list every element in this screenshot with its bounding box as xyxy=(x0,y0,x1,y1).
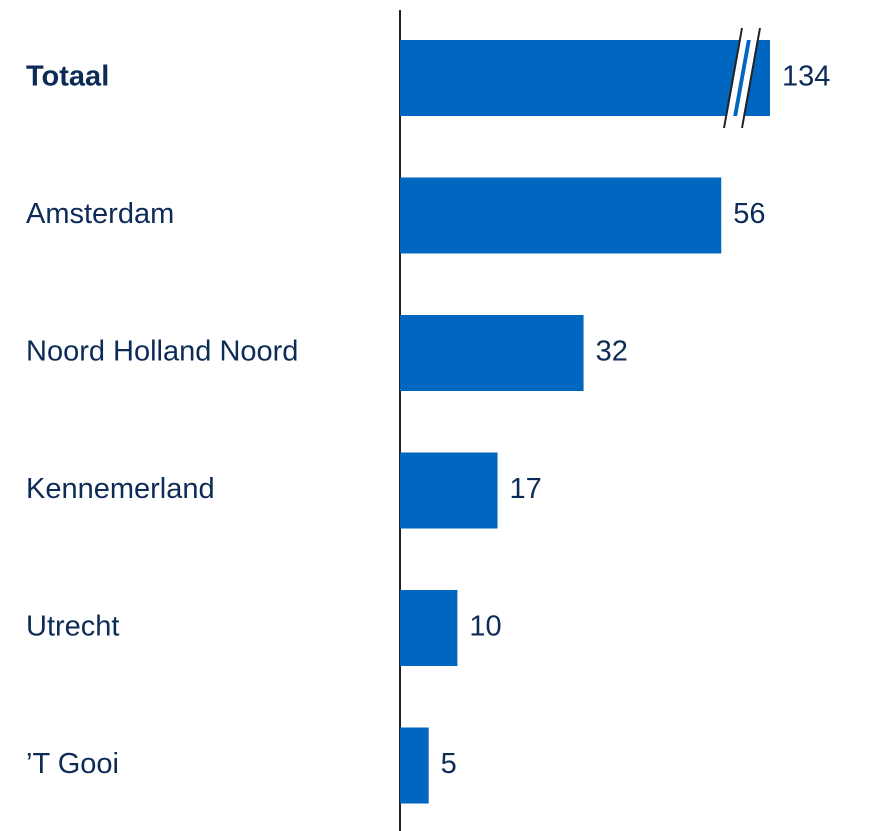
value-label: 5 xyxy=(441,748,457,780)
bar xyxy=(400,727,429,804)
category-label: Totaal xyxy=(26,61,109,93)
value-label: 134 xyxy=(782,61,830,93)
category-label: Utrecht xyxy=(26,611,119,643)
category-label: Amsterdam xyxy=(26,198,174,230)
bar xyxy=(400,452,498,529)
value-label: 10 xyxy=(469,611,501,643)
axis-break xyxy=(723,27,761,129)
category-label: Kennemerland xyxy=(26,473,215,505)
value-label: 32 xyxy=(596,336,628,368)
value-label: 56 xyxy=(733,198,765,230)
axis-break-gap xyxy=(725,27,759,129)
category-label: ’T Gooi xyxy=(26,748,119,780)
bar xyxy=(400,177,722,254)
bar xyxy=(400,315,584,391)
bar xyxy=(400,40,770,116)
value-label: 17 xyxy=(510,473,542,505)
category-label: Noord Holland Noord xyxy=(26,336,298,368)
bar xyxy=(400,590,458,666)
